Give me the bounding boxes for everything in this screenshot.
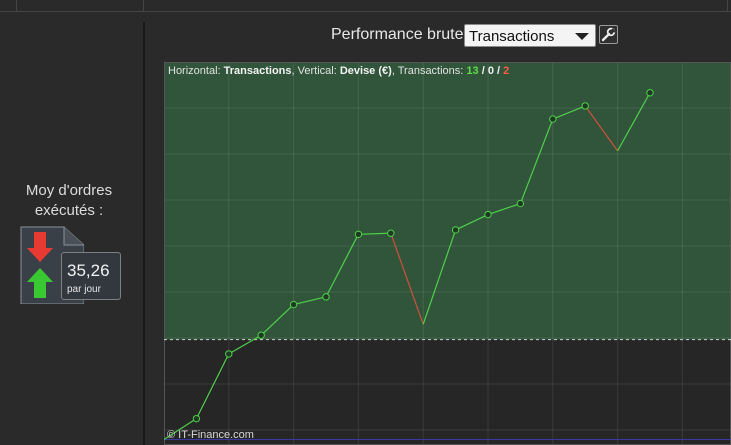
performance-label: Performance brute xyxy=(331,26,464,43)
line-segment-up xyxy=(422,229,457,325)
data-point xyxy=(549,115,557,123)
line-segment-down xyxy=(584,105,619,152)
horizontal-axis-label: Horizontal: xyxy=(168,65,221,77)
comma-sep-2: , xyxy=(391,65,398,77)
top-frame xyxy=(0,0,731,12)
profit-zone xyxy=(164,62,731,340)
line-segment-up xyxy=(164,418,197,441)
chevron-down-icon[interactable] xyxy=(572,26,592,45)
avg-orders-title-line2: exécutés : xyxy=(34,202,104,219)
data-point xyxy=(192,414,201,423)
avg-orders-title: Moy d'ordres exécutés : xyxy=(0,181,138,221)
data-point xyxy=(322,293,330,301)
comma-sep-1: , xyxy=(291,65,298,77)
transactions-wins: 13 xyxy=(466,65,479,77)
data-point xyxy=(387,229,395,237)
avg-orders-title-line1: Moy d'ordres xyxy=(25,182,113,199)
data-point xyxy=(581,102,589,110)
transactions-sep-1: / xyxy=(481,65,485,77)
line-segment-up xyxy=(617,92,651,152)
data-point xyxy=(516,199,525,208)
avg-orders-unit: par jour xyxy=(67,284,101,295)
data-point xyxy=(257,331,265,339)
line-segment-up xyxy=(552,105,586,120)
line-segment-up xyxy=(195,353,230,419)
line-segment-up xyxy=(260,304,295,336)
transactions-sep-2: / xyxy=(497,65,501,77)
line-segment-up xyxy=(228,334,262,355)
line-segment-up xyxy=(293,296,327,306)
line-segment-up xyxy=(519,118,554,204)
line-segment-up xyxy=(325,234,359,298)
transactions-label: Transactions: xyxy=(397,65,464,77)
data-point xyxy=(451,226,460,234)
data-point xyxy=(225,350,233,358)
chart-header: Horizontal: Transactions, Vertical: Devi… xyxy=(168,65,509,77)
avg-orders-value: 35,26 xyxy=(67,261,110,280)
transactions-losses: 2 xyxy=(503,65,510,77)
data-point xyxy=(646,89,654,97)
vertical-axis-label: Vertical: xyxy=(297,65,337,77)
performance-select-value: Transactions xyxy=(469,28,555,45)
line-segment-up xyxy=(455,213,489,231)
vertical-axis-value: Devise (€) xyxy=(339,65,392,77)
wrench-icon xyxy=(600,27,617,47)
settings-button[interactable] xyxy=(599,25,618,44)
line-segment-up xyxy=(487,202,521,216)
performance-select[interactable]: Transactions xyxy=(464,24,596,47)
horizontal-axis-value: Transactions xyxy=(223,65,292,77)
transactions-flat: 0 xyxy=(487,65,494,77)
avg-orders-card: 35,26 par jour xyxy=(61,252,121,300)
line-segment-down xyxy=(390,232,424,325)
data-point xyxy=(354,230,363,238)
line-segment-up xyxy=(358,232,391,235)
data-point xyxy=(289,300,298,309)
performance-chart xyxy=(164,62,731,445)
data-point xyxy=(484,210,492,219)
copyright-text: © IT-Finance.com xyxy=(167,429,254,441)
panel-divider xyxy=(143,22,145,445)
